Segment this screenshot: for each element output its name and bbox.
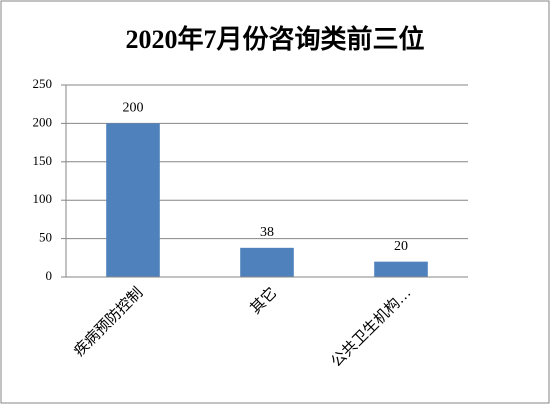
y-tick-label: 0 (46, 268, 53, 283)
y-tick-label: 100 (33, 191, 53, 206)
bar (240, 247, 294, 277)
bar (374, 261, 428, 277)
data-label: 200 (123, 101, 144, 116)
y-tick-label: 150 (33, 153, 53, 168)
chart-title: 2020年7月份咨询类前三位 (125, 24, 424, 54)
data-label: 38 (260, 225, 274, 240)
y-tick-label: 200 (33, 114, 53, 129)
data-label: 20 (394, 239, 408, 254)
bar (106, 123, 160, 278)
y-tick-label: 250 (33, 76, 53, 91)
y-tick-label: 50 (39, 230, 52, 245)
